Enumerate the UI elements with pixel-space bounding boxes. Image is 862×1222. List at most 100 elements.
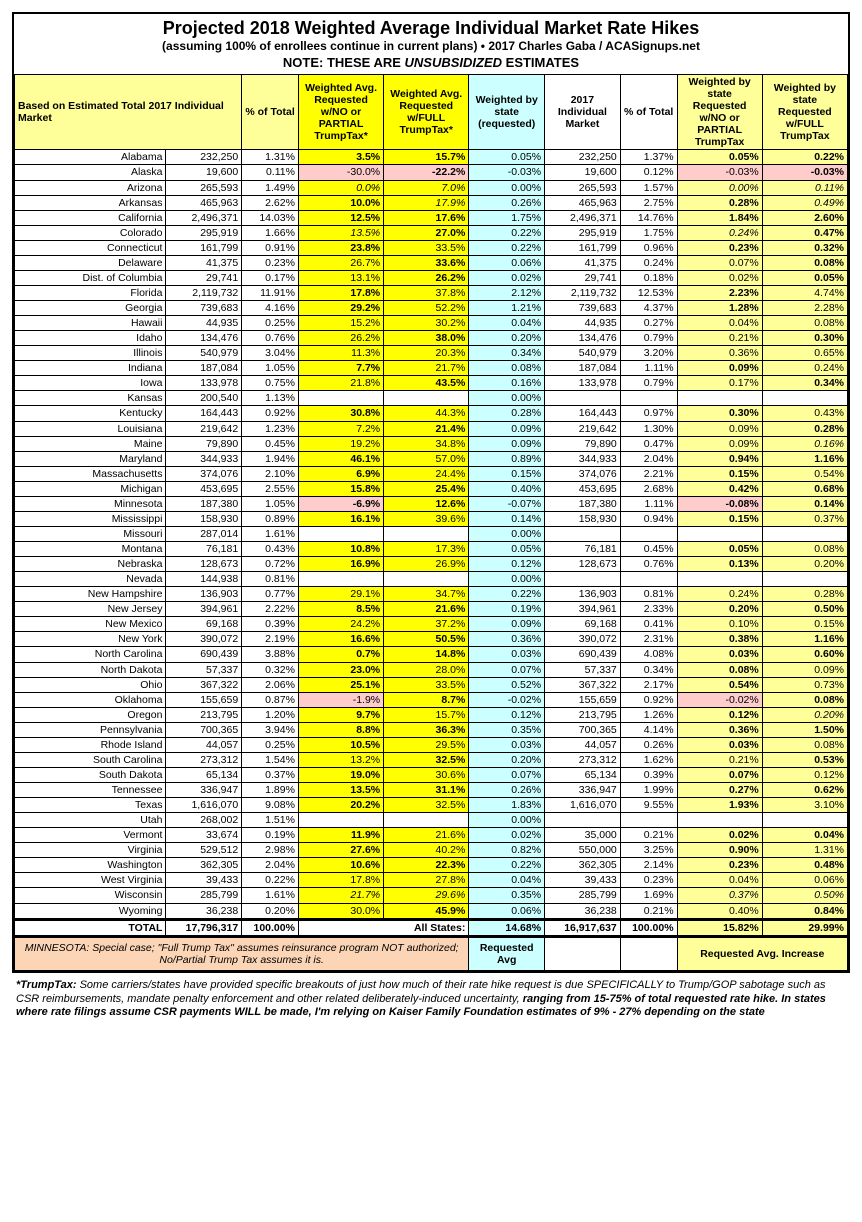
cell: 44,057 [166,737,242,752]
cell: 0.39% [242,617,299,632]
cell: 4.74% [762,285,847,300]
cell: 30.8% [298,406,383,421]
cell: 0.90% [677,843,762,858]
cell: 0.00% [469,391,545,406]
cell: 0.32% [762,240,847,255]
cell: 29,741 [545,270,621,285]
cell: 0.22% [469,587,545,602]
cell: 1.50% [762,722,847,737]
title: Projected 2018 Weighted Average Individu… [14,14,848,39]
cell: 0.27% [620,316,677,331]
cell: 0.07% [677,255,762,270]
cell: 65,134 [545,767,621,782]
table-row: Iowa133,9780.75%21.8%43.5%0.16%133,9780.… [15,376,848,391]
cell: 1.20% [242,707,299,722]
cell: 0.25% [242,737,299,752]
cell: 21.7% [298,888,383,903]
cell: 0.20% [242,903,299,919]
cell: 57,337 [166,662,242,677]
cell: 34.7% [384,587,469,602]
cell: Wisconsin [15,888,166,903]
cell: Pennsylvania [15,722,166,737]
cell: 1,616,070 [166,798,242,813]
note-prefix: NOTE: THESE ARE [283,55,405,70]
cell: 453,695 [545,481,621,496]
cell: Vermont [15,828,166,843]
cell: 8.5% [298,602,383,617]
cell: 1.26% [620,707,677,722]
cell: 0.41% [620,617,677,632]
cell: 187,380 [166,496,242,511]
cell: 1.31% [242,150,299,165]
cell: 23.0% [298,662,383,677]
cell: 0.10% [677,617,762,632]
cell: 27.6% [298,843,383,858]
cell: 0.30% [762,331,847,346]
cell: 30.6% [384,767,469,782]
cell: 1.66% [242,225,299,240]
cell: 9.55% [620,798,677,813]
cell: 0.39% [620,767,677,782]
cell: Georgia [15,301,166,316]
table-row: Alaska19,6000.11%-30.0%-22.2%-0.03%19,60… [15,165,848,180]
cell: 0.94% [677,451,762,466]
cell: 0.0% [298,180,383,195]
cell: 0.09% [469,436,545,451]
cell [545,526,621,541]
cell: 0.24% [677,225,762,240]
cell: 1.69% [620,888,677,903]
cell: 0.24% [620,255,677,270]
total-label: TOTAL [15,919,166,936]
cell: Kentucky [15,406,166,421]
cell: Hawaii [15,316,166,331]
cell: 394,961 [166,602,242,617]
cell: 213,795 [166,707,242,722]
cell: 37.2% [384,617,469,632]
cell: 33.5% [384,677,469,692]
cell: 57,337 [545,662,621,677]
cell: 0.30% [677,406,762,421]
total-row: TOTAL 17,796,317 100.00% All States: 14.… [15,919,848,936]
table-row: Dist. of Columbia29,7410.17%13.1%26.2%0.… [15,270,848,285]
cell: 6.9% [298,466,383,481]
cell: 0.28% [762,421,847,436]
cell: 2.62% [242,195,299,210]
cell: 12.5% [298,210,383,225]
cell: 11.9% [298,828,383,843]
cell: 1.54% [242,752,299,767]
cell: 0.09% [762,662,847,677]
cell: 133,978 [166,376,242,391]
cell: 0.81% [620,587,677,602]
cell: 4.37% [620,301,677,316]
cell: Alaska [15,165,166,180]
cell: 16.6% [298,632,383,647]
cell: Nevada [15,572,166,587]
cell: 0.12% [620,165,677,180]
cell: 0.20% [762,557,847,572]
cell: 2,119,732 [545,285,621,300]
cell: 0.00% [677,180,762,195]
cell [762,391,847,406]
cell: 1.28% [677,301,762,316]
cell: 0.00% [469,813,545,828]
table-row: Texas1,616,0709.08%20.2%32.5%1.83%1,616,… [15,798,848,813]
cell: 133,978 [545,376,621,391]
cell: 0.7% [298,647,383,662]
cell: 4.14% [620,722,677,737]
cell [677,813,762,828]
cell: 0.23% [242,255,299,270]
cell: 2.33% [620,602,677,617]
cell: 0.07% [677,767,762,782]
cell: 7.2% [298,421,383,436]
table-row: New York390,0722.19%16.6%50.5%0.36%390,0… [15,632,848,647]
cell: 44,935 [166,316,242,331]
cell: 0.02% [469,828,545,843]
cell: 739,683 [545,301,621,316]
hdr-c3: Weighted Avg. Requested w/FULL TrumpTax* [384,75,469,150]
cell: 394,961 [545,602,621,617]
cell: 700,365 [545,722,621,737]
cell: 39,433 [545,873,621,888]
cell: 0.22% [469,225,545,240]
cell: Texas [15,798,166,813]
cell: 200,540 [166,391,242,406]
